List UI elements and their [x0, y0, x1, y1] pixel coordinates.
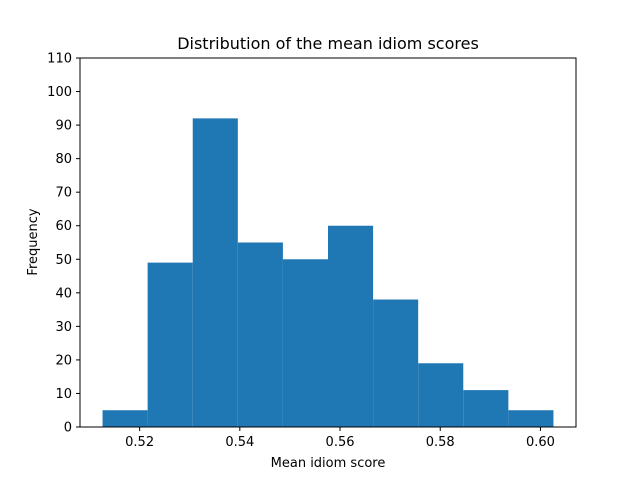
histogram-bar: [282, 259, 328, 427]
y-tick-label: 40: [55, 286, 72, 301]
x-tick-label: 0.54: [225, 435, 254, 450]
histogram-bar: [373, 299, 419, 427]
x-axis-label: Mean idiom score: [271, 456, 386, 471]
histogram-bar: [147, 262, 193, 427]
y-tick-label: 10: [55, 387, 72, 402]
y-tick-label: 100: [47, 85, 72, 100]
y-tick-label: 90: [55, 119, 72, 134]
x-tick-label: 0.60: [526, 435, 555, 450]
histogram-bar: [463, 390, 509, 427]
plot-frame: [79, 57, 577, 428]
y-axis-ticks: 0 10 20 30 40 50 60 70 80 90 100 110: [47, 52, 80, 436]
y-tick-label: 0: [64, 421, 72, 436]
x-tick-label: 0.58: [426, 435, 455, 450]
histogram-bar: [102, 410, 148, 427]
y-tick-label: 80: [55, 152, 72, 167]
y-tick-label: 50: [55, 253, 72, 268]
histogram-bar: [418, 363, 464, 427]
y-tick-label: 60: [55, 219, 72, 234]
y-tick-label: 70: [55, 186, 72, 201]
x-tick-label: 0.56: [326, 435, 355, 450]
bars-group: [102, 118, 554, 427]
y-tick-label: 110: [47, 52, 72, 67]
histogram-bar: [192, 118, 238, 427]
y-axis-label: Frequency: [26, 208, 41, 275]
chart-title: Distribution of the mean idiom scores: [177, 34, 479, 53]
x-tick-label: 0.52: [125, 435, 154, 450]
y-tick-label: 30: [55, 320, 72, 335]
histogram-bar: [328, 225, 374, 427]
y-tick-label: 20: [55, 353, 72, 368]
histogram-bar: [508, 410, 554, 427]
x-axis-ticks: 0.52 0.54 0.56 0.58 0.60: [125, 427, 555, 450]
histogram-bar: [237, 242, 283, 427]
